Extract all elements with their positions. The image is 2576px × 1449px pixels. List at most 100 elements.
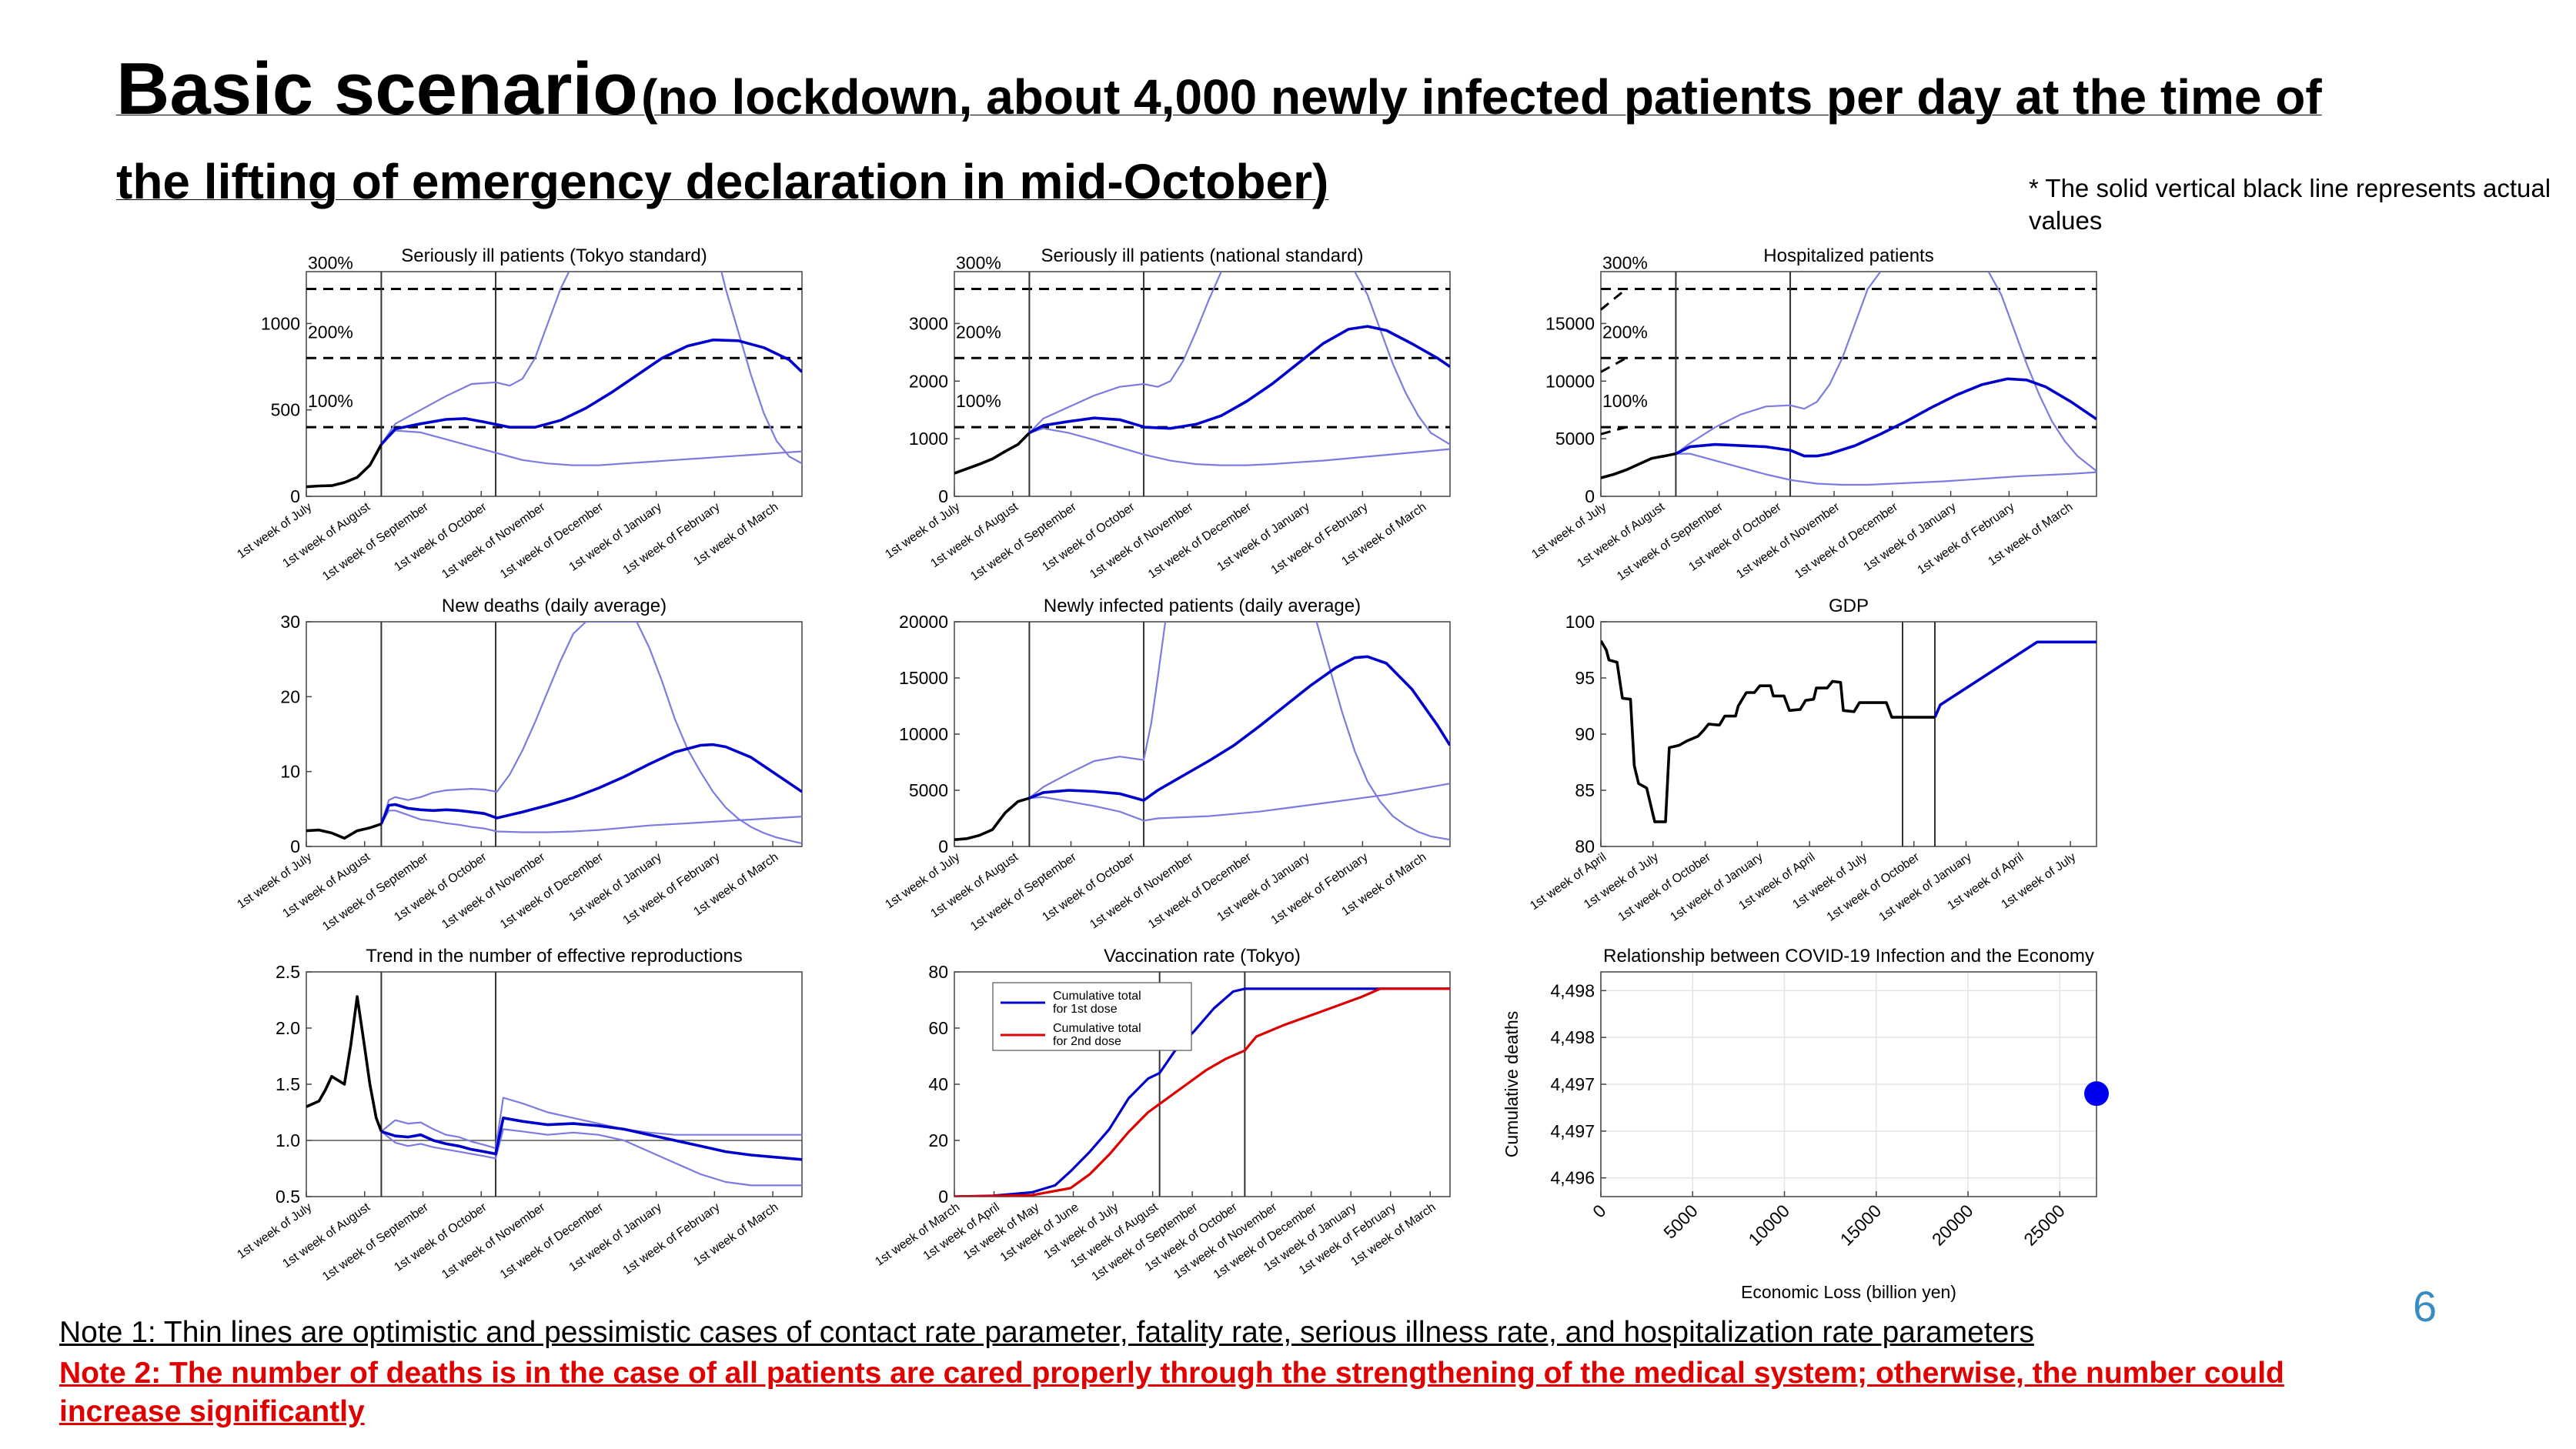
chart-title: Trend in the number of effective reprodu… [366, 946, 743, 967]
series-optimistic [380, 1128, 802, 1187]
series-pessimistic2 [1354, 272, 1450, 446]
series-dose-2 [954, 987, 1450, 1197]
chart-c9: Relationship between COVID-19 Infection … [1502, 946, 2109, 1302]
title-rest: (no lockdown, about 4,000 newly infected… [116, 69, 2322, 209]
chart-c5: Newly infected patients (daily average) 0… [883, 596, 1451, 933]
plot-area [954, 272, 1450, 475]
plot-area [1601, 639, 2097, 823]
x-tick-label: 1st week of September [968, 850, 1079, 933]
series-central [1933, 640, 2097, 718]
y-tick-label: 60 [928, 1018, 948, 1038]
chart-title: Seriously ill patients (Tokyo standard) [401, 245, 707, 266]
plot-area [954, 622, 1450, 841]
capacity-threshold-label: 200% [308, 322, 353, 342]
capacity-threshold-label: 300% [1602, 252, 1648, 272]
series-central [1028, 655, 1450, 802]
note-1: Note 1: Thin lines are optimistic and pe… [59, 1316, 2034, 1349]
x-tick-label: 1st week of October [1040, 500, 1138, 574]
x-tick-label: 5000 [1659, 1200, 1702, 1243]
x-tick-label: 1st week of December [1146, 500, 1255, 582]
y-tick-label: 0.5 [276, 1187, 300, 1207]
y-tick-label: 0 [290, 836, 300, 856]
y-tick-label: 1000 [261, 313, 300, 333]
capacity-threshold-prefix [1600, 426, 1627, 436]
x-axis-label: Economic Loss (billion yen) [1741, 1282, 1956, 1302]
y-tick-label: 80 [1575, 836, 1595, 856]
capacity-threshold-label: 200% [956, 322, 1001, 342]
series-pessimistic [1028, 272, 1222, 434]
series-optimistic [1029, 427, 1450, 466]
x-tick-label: 1st week of October [1616, 850, 1714, 924]
y-tick-label: 0 [938, 1187, 948, 1207]
x-tick-label: 1st week of December [498, 850, 606, 932]
series-central [1028, 325, 1450, 435]
x-tick-label: 1st week of November [439, 850, 548, 932]
y-tick-label: 40 [928, 1074, 948, 1094]
x-tick-label: 1st week of November [1088, 850, 1196, 932]
series-actual [954, 796, 1030, 841]
capacity-threshold-label: 300% [308, 252, 353, 272]
x-tick-label: 1st week of November [1734, 500, 1843, 582]
x-tick-label: 0 [1589, 1200, 1609, 1221]
legend-label: for 1st dose [1053, 1003, 1118, 1016]
chart-c1: Seriously ill patients (Tokyo standard) 0… [235, 245, 803, 583]
x-tick-label: 1st week of February [1269, 850, 1371, 927]
x-tick-label: 25000 [2020, 1200, 2069, 1250]
y-tick-label: 80 [928, 962, 948, 982]
x-tick-label: 1st week of February [1269, 500, 1371, 577]
y-tick-label: 3000 [909, 313, 948, 333]
legend-label: Cumulative total [1053, 990, 1141, 1003]
capacity-threshold-label: 100% [956, 391, 1001, 411]
series-optimistic [380, 810, 802, 833]
series-pessimistic2 [1315, 622, 1450, 841]
series-pessimistic2 [720, 272, 802, 465]
capacity-threshold-prefix [1600, 288, 1627, 311]
capacity-threshold-prefix [1600, 356, 1627, 373]
chart-title: Seriously ill patients (national standar… [1041, 245, 1364, 266]
x-tick-label: 1st week of November [439, 1200, 548, 1282]
chart-title: Hospitalized patients [1763, 245, 1933, 266]
series-optimistic [1029, 783, 1450, 822]
x-tick-label: 1st week of September [968, 500, 1079, 583]
chart-title: Vaccination rate (Tokyo) [1104, 946, 1301, 967]
x-tick-label: 1st week of September [1615, 500, 1726, 583]
y-tick-label: 30 [280, 612, 300, 632]
y-tick-label: 2000 [909, 371, 948, 391]
legend-label: for 2nd dose [1053, 1035, 1121, 1048]
x-tick-label: 1st week of October [392, 850, 489, 924]
axes-frame [306, 621, 803, 847]
series-optimistic [380, 429, 802, 466]
scatter-point [2084, 1081, 2109, 1107]
series-actual [306, 823, 382, 840]
chart-c2: Seriously ill patients (national standar… [883, 245, 1451, 583]
slide-title: Basic scenario (no lockdown, about 4,000… [116, 52, 2348, 231]
plot-area [306, 622, 802, 845]
chart-title: Relationship between COVID-19 Infection … [1603, 946, 2094, 967]
x-tick-label: 20000 [1928, 1200, 1977, 1250]
x-tick-label: 1st week of February [621, 850, 723, 927]
y-tick-label: 5000 [909, 780, 948, 800]
y-tick-label: 1000 [909, 429, 948, 449]
y-tick-label: 10 [280, 762, 300, 782]
series-actual [306, 443, 383, 489]
y-tick-label: 4,496 [1550, 1168, 1595, 1188]
axes-frame [954, 271, 1451, 497]
page-number: 6 [2413, 1282, 2437, 1330]
axes-frame [1600, 271, 2097, 497]
plot-area [306, 272, 802, 489]
y-axis-label: Cumulative deaths [1502, 1011, 1522, 1158]
x-tick-label: 1st week of December [498, 1200, 606, 1282]
x-tick-label: 1st week of September [320, 1200, 431, 1284]
x-tick-label: 1st week of October [392, 500, 489, 574]
plot-area [954, 987, 1450, 1197]
chart-c7: Trend in the number of effective reprodu… [235, 946, 803, 1284]
series-central [380, 1117, 802, 1161]
y-tick-label: 20000 [899, 612, 948, 632]
series-pessimistic2 [1987, 272, 2097, 472]
chart-c3: Hospitalized patients 0 5000 10000 15000 1st … [1529, 245, 2097, 583]
x-tick-label: 1st week of October [1686, 500, 1784, 574]
y-tick-label: 4,497 [1550, 1121, 1595, 1141]
title-main: Basic scenario [116, 48, 638, 130]
x-tick-label: 10000 [1744, 1200, 1793, 1250]
